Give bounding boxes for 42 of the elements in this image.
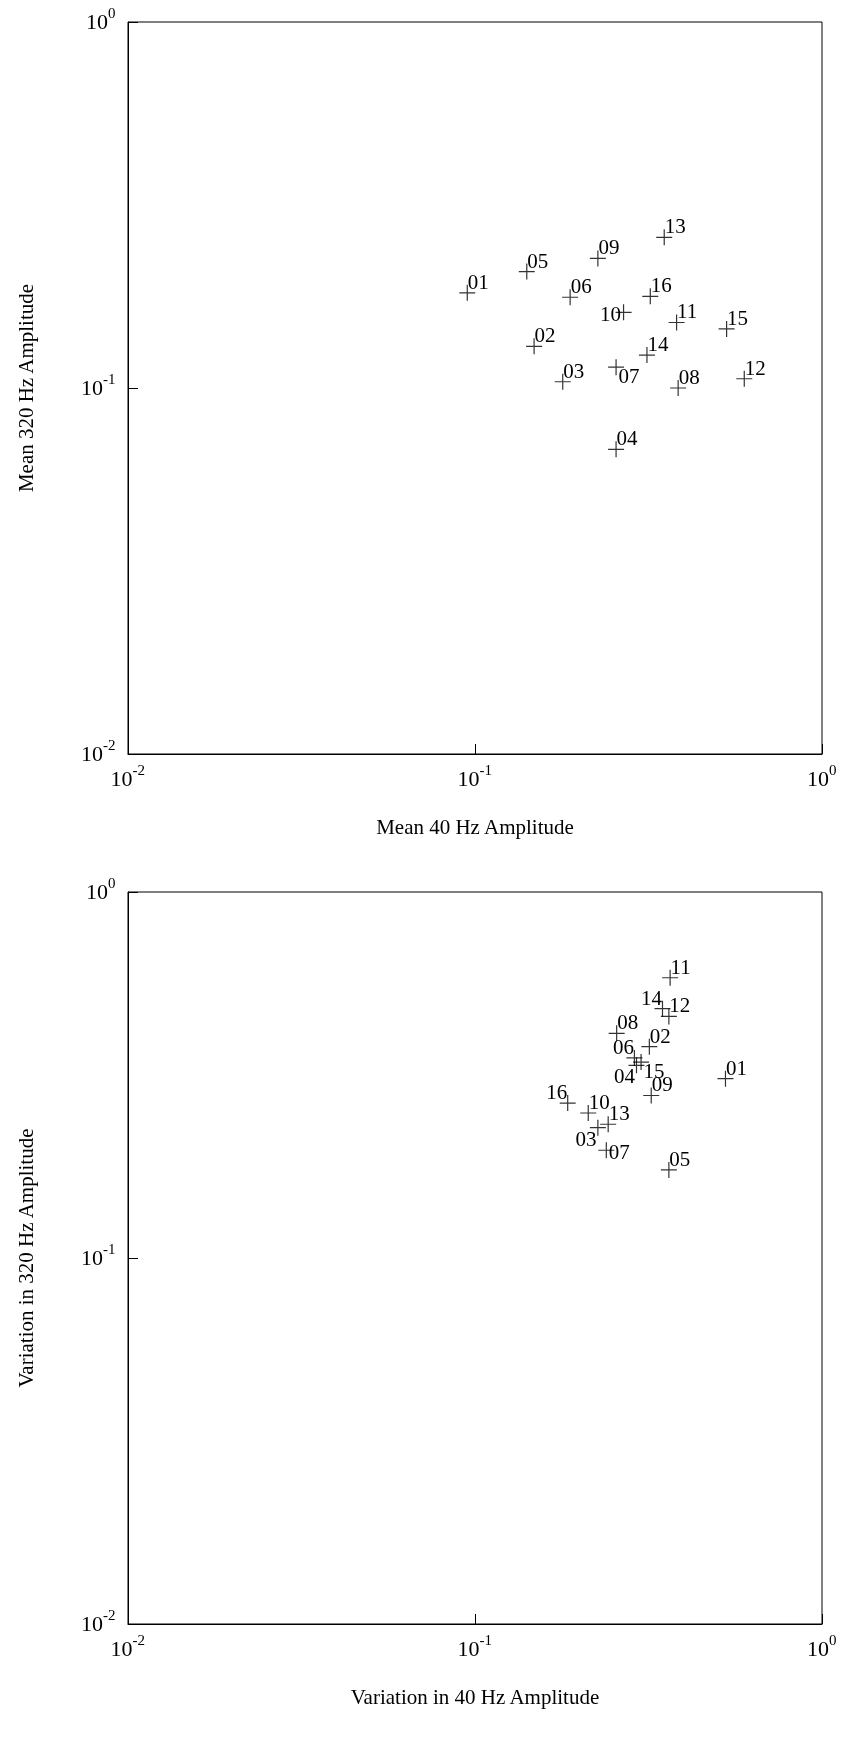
annotation: 06 [612,1034,634,1059]
annotation: 15 [727,305,749,330]
annotation: 02 [649,1023,671,1048]
annotation: 08 [617,1010,639,1035]
y-tick-label: 10$^{-1}$ [81,371,116,400]
annotation: 04 [613,1064,636,1089]
annotation: 10 [588,1089,610,1114]
x-tick-label: 10$^{-1}$ [457,762,492,791]
annotation: 11 [670,954,691,979]
annotation: 08 [678,365,700,389]
annotation: 06 [570,274,592,299]
y-tick-label: 10$^{0}$ [86,5,116,34]
annotation: 14 [647,332,669,357]
x-tick-label: 10$^{0}$ [807,1632,837,1661]
x-axis-title: Variation in 40 Hz Amplitude [350,1684,600,1709]
annotation: 02 [534,323,556,348]
annotation: 14 [640,985,663,1010]
annotation: 12 [744,355,766,380]
annotation: 13 [664,214,686,239]
annotation: 05 [527,248,549,273]
annotation: 16 [546,1080,568,1105]
x-axis-title: Mean 40 Hz Amplitude [376,814,574,839]
annotation: 04 [616,426,639,451]
annotation: 03 [575,1126,597,1151]
y-axis-title: Mean 320 Hz Amplitude [13,283,38,493]
y-tick-label: 10$^{0}$ [86,875,116,904]
annotation: 07 [608,1140,630,1165]
annotation: 11 [677,299,698,324]
annotation: 07 [618,364,640,389]
x-tick-label: 10$^{0}$ [807,762,837,791]
annotation: 05 [669,1146,691,1171]
y-tick-label: 10$^{-1}$ [81,1241,116,1270]
y-axis-title: Variation in 320 Hz Amplitude [13,1128,38,1388]
annotation: 16 [650,273,672,298]
annotation: 12 [669,993,691,1018]
annotation: 01 [467,269,489,294]
annotation: 13 [608,1101,630,1126]
annotation: 09 [598,235,620,260]
annotation: 10 [600,302,622,327]
annotation: 01 [725,1055,747,1080]
annotation: 03 [563,358,585,383]
x-tick-label: 10$^{-1}$ [457,1632,492,1661]
